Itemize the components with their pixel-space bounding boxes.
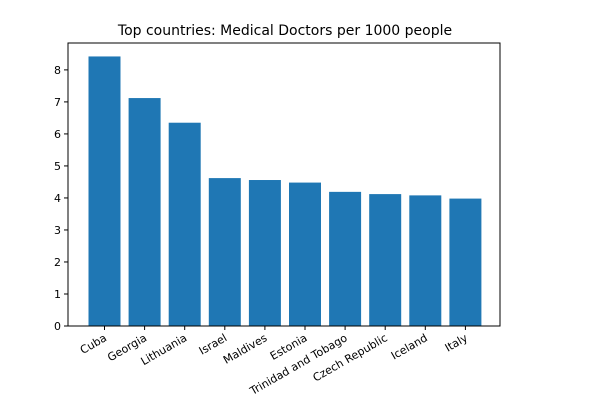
- bar-italy: [449, 198, 482, 326]
- bar-trinidad-and-tobago: [329, 191, 362, 326]
- bar-cuba: [88, 56, 121, 326]
- bars: [88, 56, 482, 327]
- y-tick-label: 5: [54, 160, 61, 173]
- x-tick-label: Italy: [443, 331, 471, 354]
- y-tick-label: 1: [54, 288, 61, 301]
- y-tick-label: 6: [54, 128, 61, 141]
- bar-czech-republic: [369, 194, 402, 326]
- x-tick-label: Maldives: [221, 331, 270, 367]
- x-tick-label: Iceland: [389, 331, 430, 362]
- bar-israel: [208, 178, 241, 326]
- x-tick-label: Lithuania: [139, 331, 190, 368]
- chart-title: Top countries: Medical Doctors per 1000 …: [117, 23, 452, 39]
- bar-maldives: [248, 180, 281, 326]
- bar-estonia: [289, 182, 321, 326]
- bar-georgia: [128, 98, 161, 326]
- y-tick-label: 7: [54, 96, 61, 109]
- y-tick-label: 0: [54, 320, 61, 333]
- y-axis: 0 1 2 3 4 5 6 7 8: [54, 64, 68, 333]
- y-tick-label: 3: [54, 224, 61, 237]
- bar-iceland: [409, 195, 442, 326]
- y-tick-label: 4: [54, 192, 61, 205]
- y-tick-label: 2: [54, 256, 61, 269]
- plot-frame: [67, 42, 501, 327]
- bar-lithuania: [168, 122, 201, 327]
- y-tick-label: 8: [54, 64, 61, 77]
